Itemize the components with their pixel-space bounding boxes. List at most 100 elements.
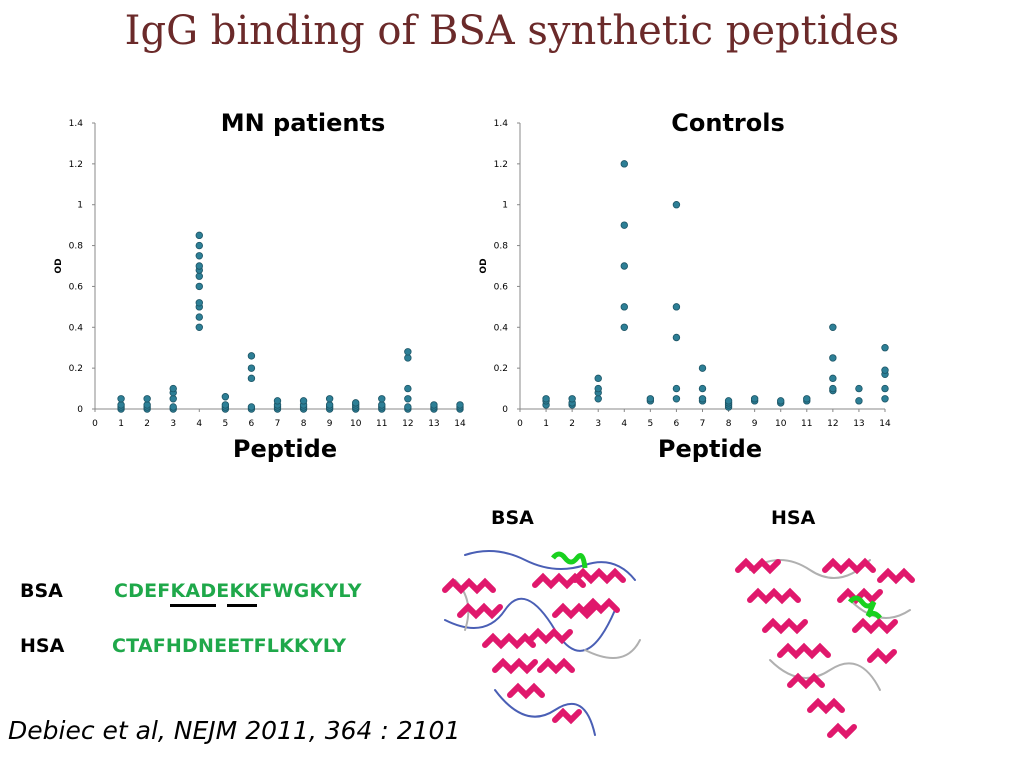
epitope-underline-2: [227, 604, 257, 607]
x-tick-label: 9: [327, 419, 333, 429]
bsa-seq-part-1: CDEF: [114, 580, 171, 602]
hsa-structure-label: HSA: [771, 507, 816, 529]
data-point: [672, 333, 681, 342]
x-tick-label: 8: [726, 419, 732, 429]
data-point: [672, 303, 681, 311]
data-point: [195, 299, 203, 307]
y-tick-label: 1.2: [494, 160, 508, 170]
data-point: [881, 395, 889, 403]
x-tick-label: 3: [170, 419, 176, 429]
data-point: [299, 397, 308, 405]
data-point: [378, 401, 386, 409]
data-point: [143, 401, 151, 409]
chart-title: Controls: [671, 109, 785, 137]
data-point: [325, 395, 334, 403]
data-point: [195, 272, 203, 280]
data-point: [829, 384, 837, 393]
data-point: [247, 403, 256, 411]
epitope-underline-1: [170, 604, 216, 607]
data-point: [672, 384, 681, 393]
data-point: [568, 395, 576, 403]
data-point: [247, 352, 256, 360]
y-tick-label: 0.6: [494, 282, 509, 292]
data-point: [620, 160, 628, 168]
y-tick-label: 1.4: [494, 119, 509, 129]
y-tick-label: 0.2: [494, 364, 508, 374]
data-point: [404, 395, 412, 403]
x-tick-label: 14: [454, 419, 466, 429]
data-point: [620, 221, 628, 229]
data-point: [456, 401, 464, 409]
x-tick-label: 10: [775, 419, 787, 429]
data-point: [221, 401, 230, 409]
x-tick-label: 6: [249, 419, 255, 429]
citation: Debiec et al, NEJM 2011, 364 : 2101: [8, 716, 461, 745]
data-point: [195, 252, 203, 260]
data-point: [273, 397, 282, 405]
data-point: [169, 403, 177, 411]
data-point: [404, 384, 412, 393]
data-point: [698, 384, 707, 393]
y-tick-label: 0.8: [494, 242, 509, 252]
bsa-sequence-label: BSA: [20, 580, 63, 602]
x-tick-label: 4: [621, 419, 627, 429]
data-point: [430, 401, 438, 409]
data-point: [378, 395, 386, 403]
x-axis-label: Peptide: [658, 435, 762, 463]
data-point: [325, 401, 334, 409]
data-point: [855, 384, 863, 393]
data-point: [829, 354, 837, 362]
x-tick-label: 10: [350, 419, 362, 429]
data-point: [195, 282, 203, 291]
data-point: [195, 241, 203, 250]
data-point: [542, 395, 550, 403]
y-tick-label: 1.2: [69, 160, 83, 170]
data-point: [855, 397, 863, 405]
chart-title: MN patients: [221, 109, 386, 137]
data-point: [672, 201, 681, 209]
x-tick-label: 11: [376, 419, 387, 429]
x-tick-label: 9: [752, 419, 758, 429]
x-tick-label: 7: [275, 419, 281, 429]
x-tick-label: 0: [517, 419, 523, 429]
data-point: [881, 344, 889, 352]
data-point: [404, 348, 412, 356]
x-tick-label: 14: [879, 419, 891, 429]
x-tick-label: 2: [144, 419, 150, 429]
x-tick-label: 5: [222, 419, 228, 429]
bsa-seq-part-2: KKFWGKYLY: [229, 580, 362, 602]
y-tick-label: 1.4: [69, 119, 84, 129]
x-tick-label: 13: [428, 419, 439, 429]
bsa-seq-epitope-e: E: [216, 580, 230, 602]
chart-mn-patients: 0 0.2 0.4 0.6 0.8 1 1.2 1.4 0 1 2 3 4 5 6 7 8 9 10 11 12 13 14…: [50, 105, 470, 470]
slide-title: IgG binding of BSA synthetic peptides: [124, 8, 900, 54]
data-point: [724, 397, 733, 405]
data-point: [195, 313, 203, 321]
data-point: [620, 323, 628, 331]
data-point: [169, 384, 177, 393]
data-point: [881, 366, 889, 374]
x-tick-label: 12: [402, 419, 413, 429]
data-point: [829, 323, 837, 331]
data-point: [620, 303, 628, 311]
x-tick-label: 8: [301, 419, 307, 429]
data-point: [803, 395, 811, 403]
x-tick-label: 5: [647, 419, 653, 429]
data-point: [404, 354, 412, 362]
bsa-structure-label: BSA: [491, 507, 534, 529]
data-point: [195, 323, 203, 331]
data-point: [247, 364, 256, 372]
data-point: [143, 395, 151, 403]
x-tick-label: 4: [196, 419, 202, 429]
x-tick-label: 1: [543, 419, 549, 429]
y-tick-label: 0.6: [69, 282, 84, 292]
data-point: [195, 231, 203, 240]
x-tick-label: 13: [853, 419, 864, 429]
bsa-seq-part-d: D: [200, 580, 217, 602]
y-tick-label: 0.4: [494, 323, 509, 333]
data-point: [169, 395, 177, 403]
x-tick-label: 11: [801, 419, 812, 429]
hsa-sequence: CTAFHDNEETFLKKYLY: [112, 635, 347, 657]
y-tick-label: 0.4: [69, 323, 84, 333]
y-tick-label: 0.2: [69, 364, 83, 374]
